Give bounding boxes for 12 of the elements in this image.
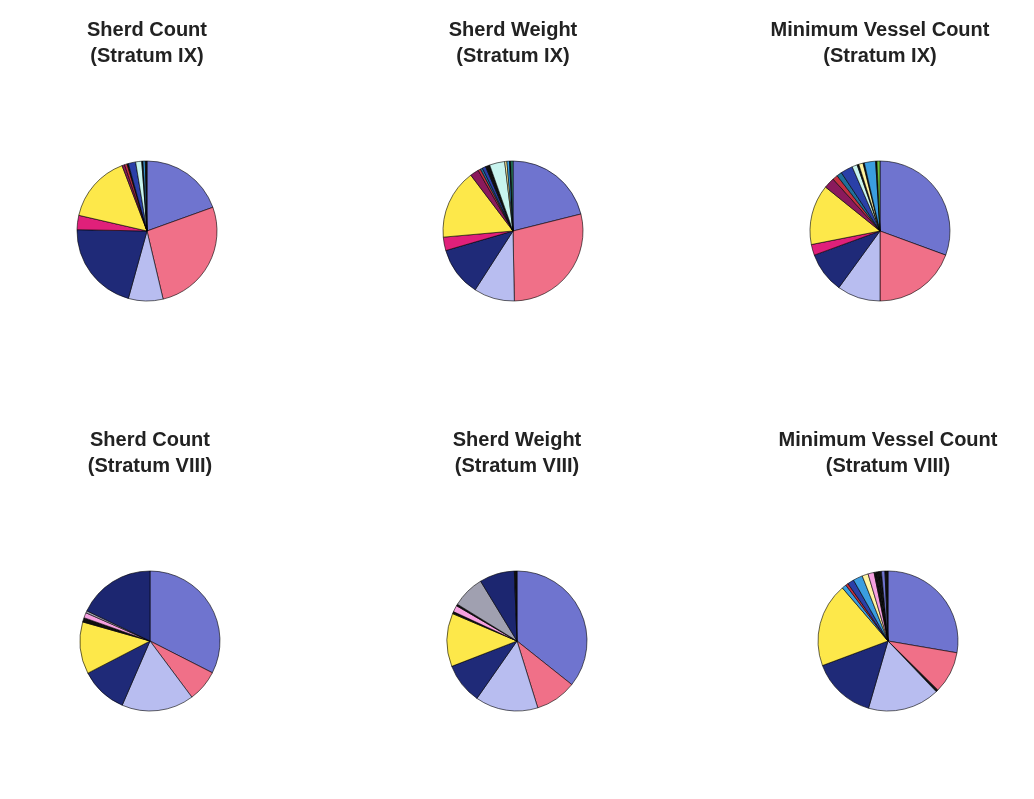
chart-title: Sherd Weight bbox=[448, 18, 578, 40]
chart-title: Sherd Count bbox=[87, 18, 208, 40]
chart-subtitle: (Stratum IX) bbox=[823, 44, 937, 66]
chart-title: Sherd Weight bbox=[452, 428, 582, 450]
chart-title: Sherd Count bbox=[90, 428, 211, 450]
chart-subtitle: (Stratum VIII) bbox=[87, 454, 213, 476]
chart-subtitle: (Stratum VIII) bbox=[825, 454, 951, 476]
chart-subtitle: (Stratum IX) bbox=[90, 44, 204, 66]
chart-subtitle: (Stratum IX) bbox=[456, 44, 570, 66]
chart-subtitle: (Stratum VIII) bbox=[454, 454, 580, 476]
chart-title: Minimum Vessel Count bbox=[778, 428, 998, 450]
chart-title: Minimum Vessel Count bbox=[770, 18, 990, 40]
